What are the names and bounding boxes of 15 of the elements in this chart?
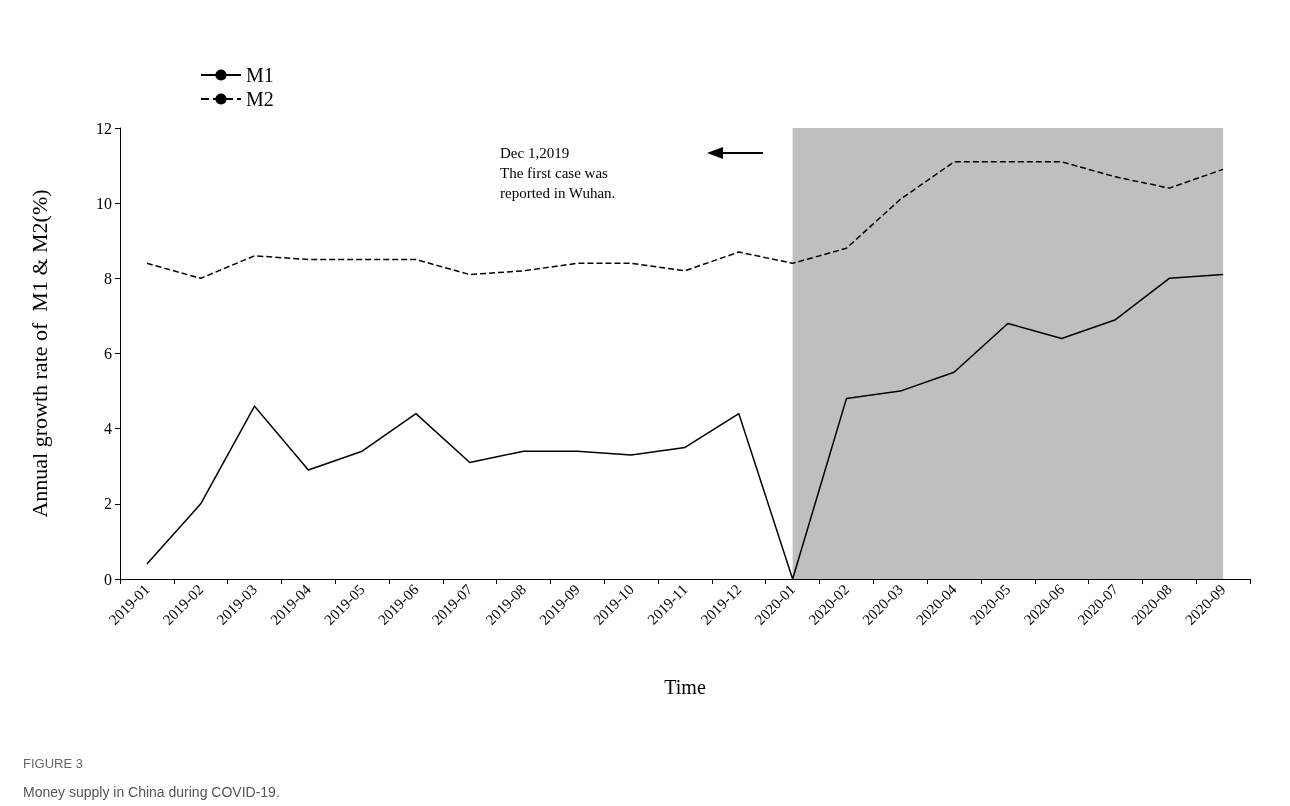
y-tick-label: 10: [96, 194, 112, 212]
y-tick-label: 2: [104, 495, 112, 513]
y-tick-label: 4: [104, 420, 112, 438]
y-axis-title: Annual growth rate of M1 & M2(%): [26, 189, 52, 518]
legend-label: M2: [246, 88, 274, 110]
y-tick-label: 6: [104, 345, 112, 362]
legend-label: M1: [246, 64, 274, 86]
line-series: [146, 161, 1224, 280]
text: Money supply in China during COVID-19.: [23, 784, 280, 800]
x-axis-title: Time: [664, 676, 706, 698]
y-tick-label: 12: [96, 119, 112, 137]
text: FIGURE 3: [23, 756, 83, 771]
annotation: Dec 1,2019 The first case was reported in Wuhan.: [500, 145, 616, 201]
y-tick-label: 0: [104, 570, 112, 588]
y-tick-label: 8: [104, 269, 112, 287]
